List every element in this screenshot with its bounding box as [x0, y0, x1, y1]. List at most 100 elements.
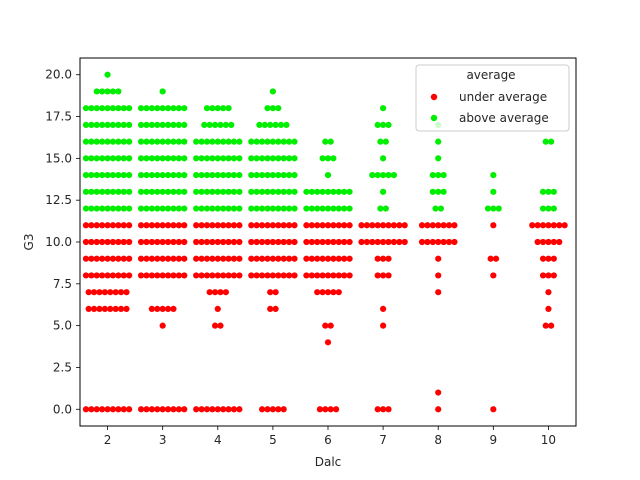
point-above-average: [327, 138, 334, 145]
point-under-average: [308, 272, 315, 279]
point-above-average: [104, 171, 111, 179]
point-under-average: [380, 255, 387, 262]
point-under-average: [143, 272, 150, 279]
point-under-average: [291, 238, 298, 246]
point-above-average: [377, 205, 384, 212]
point-under-average: [346, 238, 353, 246]
point-under-average: [440, 222, 447, 229]
point-under-average: [236, 272, 243, 279]
point-under-average: [126, 255, 133, 262]
point-under-average: [327, 406, 334, 413]
point-above-average: [214, 138, 221, 145]
point-above-average: [550, 205, 557, 212]
point-above-average: [253, 188, 260, 195]
point-under-average: [324, 272, 332, 279]
point-under-average: [440, 238, 447, 246]
point-under-average: [346, 255, 353, 262]
point-above-average: [137, 105, 145, 112]
y-tick-label: 12.5: [45, 193, 72, 207]
point-above-average: [88, 138, 95, 145]
point-above-average: [120, 188, 127, 195]
point-above-average: [203, 188, 211, 195]
point-under-average: [159, 255, 166, 262]
point-above-average: [330, 188, 337, 195]
point-under-average: [330, 238, 337, 246]
point-above-average: [109, 138, 117, 145]
point-above-average: [230, 155, 238, 162]
point-above-average: [109, 171, 117, 179]
point-above-average: [99, 155, 106, 162]
point-above-average: [264, 105, 271, 112]
point-under-average: [275, 406, 282, 413]
point-above-average: [164, 138, 172, 145]
point-under-average: [280, 406, 287, 413]
point-above-average: [82, 138, 90, 145]
point-above-average: [126, 121, 133, 129]
legend-title: average: [466, 68, 515, 82]
point-above-average: [291, 205, 298, 212]
point-under-average: [225, 255, 232, 262]
point-above-average: [109, 205, 117, 212]
point-above-average: [193, 171, 200, 179]
point-above-average: [236, 205, 243, 212]
point-above-average: [230, 138, 238, 145]
point-under-average: [193, 272, 200, 279]
point-under-average: [126, 222, 133, 229]
point-under-average: [217, 322, 224, 329]
point-under-average: [335, 255, 342, 262]
point-above-average: [291, 171, 298, 179]
point-under-average: [269, 222, 276, 229]
point-above-average: [148, 171, 155, 179]
point-under-average: [225, 406, 232, 413]
point-under-average: [308, 238, 315, 246]
point-under-average: [93, 238, 100, 246]
point-above-average: [314, 205, 321, 212]
point-above-average: [225, 205, 232, 212]
point-above-average: [248, 188, 255, 195]
point-under-average: [539, 222, 547, 229]
point-under-average: [198, 406, 205, 413]
point-above-average: [214, 155, 221, 162]
point-above-average: [193, 205, 200, 212]
point-above-average: [341, 188, 348, 195]
x-tick-label: 6: [324, 433, 332, 447]
point-above-average: [283, 121, 290, 129]
point-above-average: [545, 188, 552, 195]
point-under-average: [291, 255, 298, 262]
point-above-average: [248, 138, 255, 145]
point-under-average: [222, 289, 229, 296]
point-above-average: [258, 155, 266, 162]
point-above-average: [198, 188, 205, 195]
point-above-average: [230, 171, 238, 179]
point-above-average: [377, 138, 384, 145]
point-under-average: [316, 406, 323, 413]
point-under-average: [120, 255, 127, 262]
point-above-average: [143, 155, 150, 162]
point-above-average: [220, 171, 227, 179]
point-above-average: [225, 188, 232, 195]
point-above-average: [380, 171, 387, 179]
point-above-average: [126, 155, 133, 162]
point-above-average: [164, 155, 172, 162]
point-above-average: [440, 188, 447, 195]
point-under-average: [175, 222, 182, 229]
point-above-average: [143, 171, 150, 179]
point-above-average: [280, 205, 287, 212]
point-under-average: [159, 305, 166, 313]
point-under-average: [214, 222, 221, 229]
point-under-average: [214, 406, 221, 413]
point-under-average: [193, 222, 200, 229]
point-under-average: [82, 222, 90, 229]
point-under-average: [193, 255, 200, 262]
point-under-average: [99, 238, 106, 246]
point-above-average: [175, 121, 182, 129]
point-under-average: [539, 238, 547, 246]
point-under-average: [181, 255, 188, 262]
point-under-average: [548, 322, 555, 329]
point-under-average: [181, 406, 188, 413]
point-above-average: [159, 155, 166, 162]
point-under-average: [193, 238, 200, 246]
point-under-average: [230, 272, 238, 279]
point-under-average: [248, 222, 255, 229]
point-above-average: [159, 88, 166, 95]
